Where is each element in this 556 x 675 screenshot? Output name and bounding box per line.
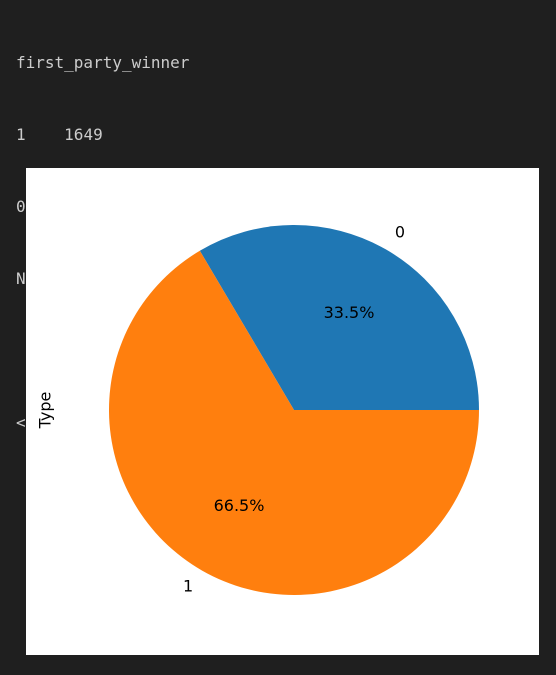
- wedge-label: 0: [395, 223, 405, 242]
- chart: Type 0 33.5% 1 66.5%: [36, 223, 479, 595]
- figure: Type 0 33.5% 1 66.5%: [26, 168, 539, 655]
- pie-wedge: [199, 225, 479, 410]
- wedge-label: 1: [183, 576, 193, 595]
- series-header: first_party_winner: [16, 53, 190, 72]
- row-index: 0: [16, 197, 26, 216]
- row-index: 1: [16, 125, 26, 144]
- y-axis-label: Type: [36, 392, 55, 430]
- pct-label: 33.5%: [324, 303, 375, 322]
- pie-wedge: [108, 250, 479, 595]
- series-row: 1 1649: [16, 123, 257, 147]
- pct-label: 66.5%: [214, 496, 265, 515]
- row-count: 1649: [64, 125, 103, 144]
